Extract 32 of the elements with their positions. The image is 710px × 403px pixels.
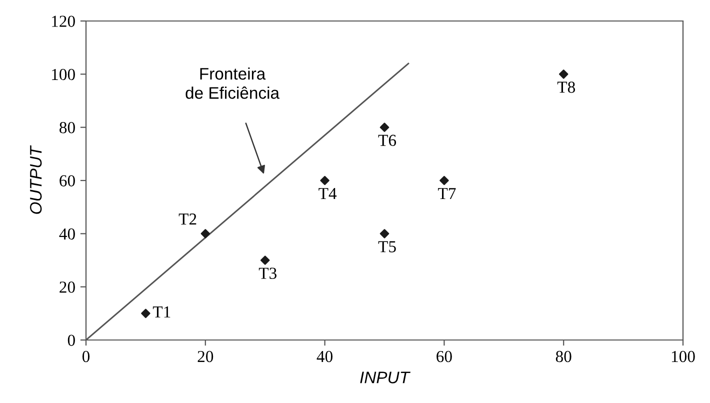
point bbox=[558, 70, 568, 79]
x-tick-label: 20 bbox=[198, 350, 214, 362]
y-tick-label: 40 bbox=[59, 228, 75, 240]
annotation: T3 bbox=[258, 268, 276, 279]
y-tick-label: 80 bbox=[60, 122, 75, 134]
annotation: T1 bbox=[152, 306, 170, 318]
annotation: T6 bbox=[378, 134, 396, 146]
point bbox=[141, 308, 150, 318]
y-axis-title: OUTPUT bbox=[30, 145, 42, 214]
point bbox=[320, 176, 330, 186]
y-tick-label: 60 bbox=[60, 175, 75, 186]
x-tick-label: 60 bbox=[436, 350, 452, 362]
annotation: Fronteira de Eficiência bbox=[186, 67, 280, 99]
y-tick-label: 20 bbox=[60, 282, 75, 293]
annotation: T2 bbox=[178, 214, 196, 225]
point bbox=[200, 229, 210, 238]
x-axis-title: INPUT bbox=[360, 372, 410, 384]
annotation: T4 bbox=[318, 188, 337, 200]
x-tick-label: 0 bbox=[82, 350, 90, 362]
point bbox=[440, 176, 449, 186]
x-tick-label: 80 bbox=[556, 350, 572, 362]
annotation: T7 bbox=[438, 188, 456, 200]
y-tick-label: 100 bbox=[52, 68, 75, 80]
annotation: T5 bbox=[378, 241, 396, 252]
y-tick-label: 120 bbox=[52, 16, 75, 27]
point bbox=[380, 122, 390, 132]
annotation: T8 bbox=[557, 82, 575, 93]
x-tick-label: 40 bbox=[316, 350, 332, 362]
point bbox=[260, 256, 270, 265]
y-tick-label: 0 bbox=[68, 334, 75, 346]
x-tick-label: 100 bbox=[672, 350, 695, 362]
point bbox=[380, 229, 390, 238]
